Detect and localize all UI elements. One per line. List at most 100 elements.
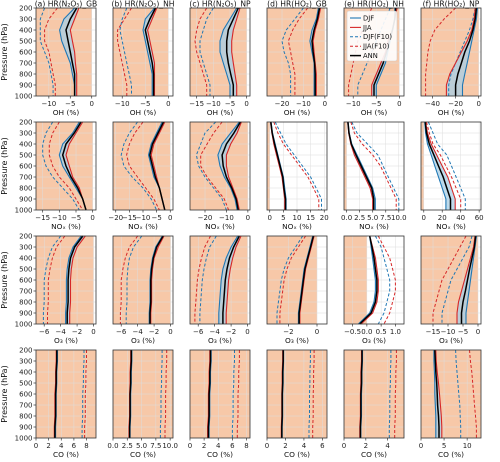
x-axis-label: CO (%) [438, 450, 464, 459]
panel-frame [420, 121, 482, 211]
series-line-jja [425, 121, 456, 210]
x-tick-label: 0 [168, 328, 172, 336]
x-axis-label: NOₓ (%) [282, 222, 312, 231]
series-line-djf [424, 121, 447, 210]
series-line-ann [460, 235, 477, 324]
series-line-ann [149, 235, 164, 324]
panel-c-O3: −6 −4 −2 0 O₃ (%) [189, 235, 251, 345]
legend-box [346, 10, 398, 62]
series-line-ann [311, 7, 321, 96]
panel-a-NOx: −15 −10 −5 0 NOₓ (%) 200 300 400 500 600 700 800 900… [0, 118, 97, 231]
panel-f-NOx: 0 20 40 60 NOₓ (%) [420, 121, 484, 231]
series-line-djf10 [42, 121, 80, 211]
x-tick-label: −10 [441, 328, 456, 336]
x-axis-label: CO (%) [53, 450, 79, 459]
series-line-ann [347, 121, 375, 210]
panel-frame [266, 235, 328, 325]
series-line-djf [461, 7, 479, 96]
series-line-jja [360, 235, 379, 325]
x-tick-label: −10 [52, 214, 67, 222]
series-line-djf10 [274, 121, 322, 210]
x-tick-label: −0.5 [344, 328, 361, 336]
y-tick-label: 800 [19, 184, 32, 192]
series-line-jja [445, 7, 476, 96]
x-axis-label: CO (%) [361, 450, 387, 459]
series-line-ann [222, 235, 240, 324]
x-tick-label: 0 [168, 214, 172, 222]
x-axis-label: O₃ (%) [131, 336, 155, 345]
y-tick-label: 700 [19, 287, 32, 295]
x-tick-label: −20 [198, 214, 213, 222]
x-tick-label: −5 [65, 100, 75, 108]
series-line-ann [298, 235, 315, 324]
series-line-djf10 [427, 121, 466, 210]
x-tick-label: 2 [364, 442, 368, 450]
x-tick-label: 8 [84, 442, 88, 450]
series-line-djf10 [281, 7, 304, 96]
x-tick-label: 2.5 [122, 442, 133, 450]
series-line-ann [424, 121, 452, 210]
series-line-ann [66, 235, 84, 324]
series-line-djf10 [195, 121, 227, 211]
y-tick-label: 500 [19, 265, 32, 273]
x-tick-label: 0 [244, 100, 248, 108]
series-line-djf10 [125, 235, 143, 324]
x-axis-label: OH (%) [53, 108, 80, 117]
panel-d-NOx: 0 5 10 15 20 NOₓ (%) [266, 121, 329, 231]
series-line-ann [61, 121, 87, 211]
series-line-jja10 [200, 121, 230, 211]
series-line-jja10 [279, 235, 307, 324]
x-tick-label: 7.5 [150, 442, 161, 450]
x-tick-label: −5 [371, 100, 381, 108]
panel-frame [420, 7, 482, 97]
series-line-jja10 [377, 235, 396, 325]
series-line-jja [147, 7, 158, 96]
panel-title: (e) HR(HO₂)_NH [344, 0, 404, 9]
series-line-ann [359, 350, 363, 438]
panel-title: (d) HR(HO₂)_GB [267, 0, 327, 9]
x-axis-label: O₃ (%) [54, 336, 78, 345]
series-line-jja10 [194, 7, 208, 96]
series-line-djf [309, 7, 319, 96]
series-line-djf10 [42, 235, 62, 324]
x-axis-label: NOₓ (%) [51, 222, 81, 231]
x-tick-label: 2.5 [354, 214, 365, 222]
series-line-ann [144, 7, 157, 96]
series-line-ann [225, 7, 239, 96]
x-tick-label: 4 [302, 442, 307, 450]
x-tick-label: −6 [193, 328, 204, 336]
x-tick-label: 8 [244, 442, 248, 450]
series-line-djf10 [276, 235, 304, 324]
y-tick-label: 900 [19, 195, 32, 203]
y-tick-label: 900 [19, 423, 32, 431]
panel-frame [420, 349, 482, 439]
y-tick-label: 1000 [15, 434, 33, 442]
x-tick-label: 60 [475, 214, 484, 222]
y-tick-label: 1000 [15, 92, 33, 100]
series-line-djf10 [119, 7, 132, 96]
x-tick-label: 20 [320, 214, 329, 222]
x-tick-label: −4 [55, 328, 66, 336]
x-tick-label: 0 [315, 328, 319, 336]
y-axis-label: Pressure (hPa) [0, 365, 9, 422]
y-axis-label: Pressure (hPa) [0, 23, 9, 80]
series-line-jja10 [426, 121, 462, 210]
x-tick-label: 5 [442, 442, 446, 450]
x-tick-label: 0 [397, 100, 401, 108]
y-tick-label: 300 [19, 357, 32, 365]
series-line-djf10 [120, 121, 158, 211]
x-tick-label: 0 [265, 442, 269, 450]
y-tick-label: 1000 [15, 206, 33, 214]
panel-frame [266, 7, 328, 97]
series-line-djf [148, 235, 163, 324]
y-tick-label: 300 [19, 243, 32, 251]
series-line-ann [359, 235, 378, 325]
panel-frame [189, 7, 251, 97]
x-tick-label: −6 [39, 328, 50, 336]
x-tick-label: −15 [35, 214, 50, 222]
x-axis-label: O₃ (%) [362, 336, 386, 345]
series-line-jja10 [273, 121, 320, 210]
x-tick-label: 0.0 [361, 328, 372, 336]
x-axis-label: CO (%) [130, 450, 156, 459]
